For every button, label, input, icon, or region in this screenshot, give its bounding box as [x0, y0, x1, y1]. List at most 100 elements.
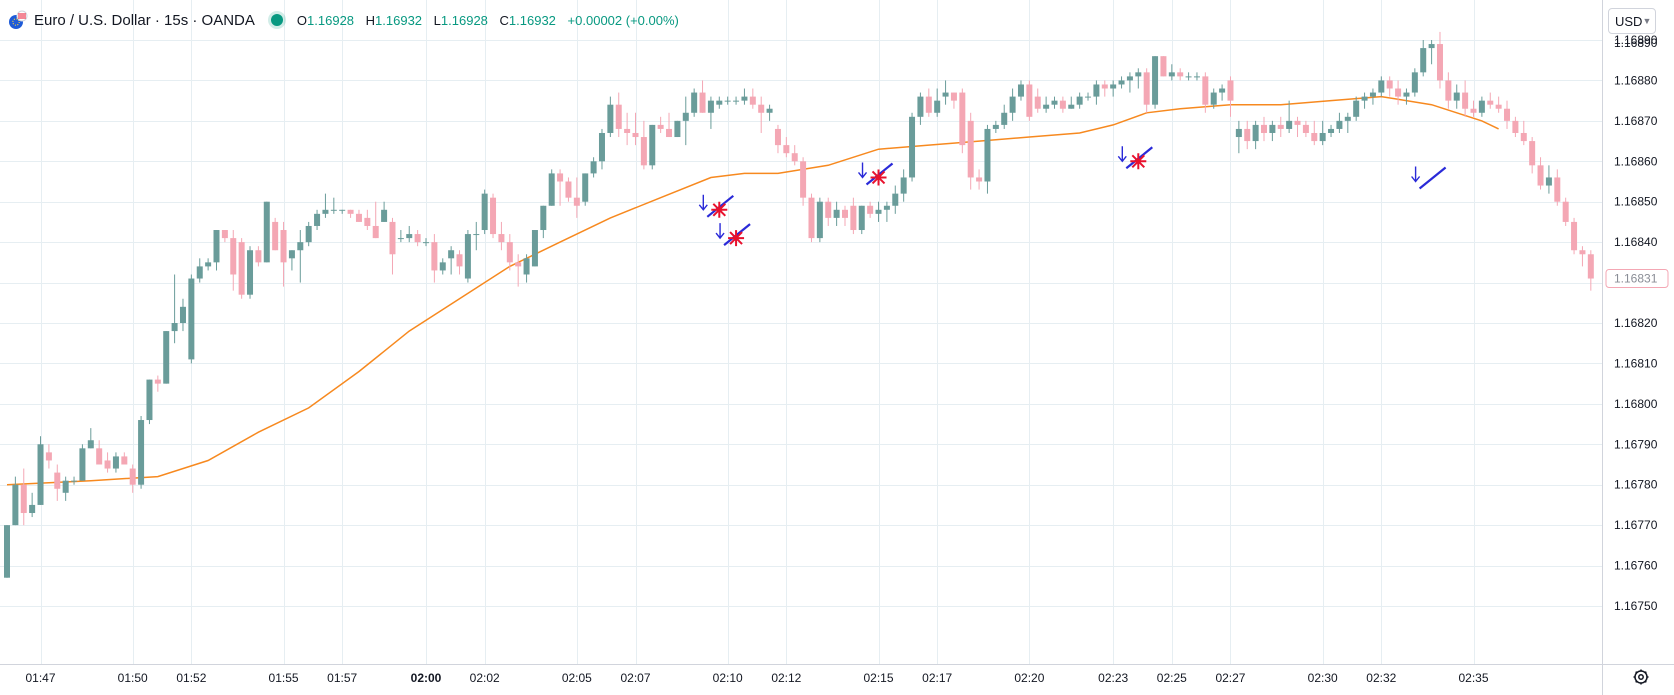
candle[interactable] — [1193, 72, 1200, 81]
candle[interactable] — [540, 205, 547, 239]
candle[interactable] — [724, 96, 731, 105]
candle[interactable] — [850, 197, 857, 235]
candle[interactable] — [1110, 80, 1117, 97]
candle[interactable] — [925, 88, 932, 117]
candle[interactable] — [1202, 72, 1209, 113]
candle[interactable] — [322, 193, 329, 218]
candle[interactable] — [297, 230, 304, 283]
candle[interactable] — [1487, 92, 1494, 109]
candle[interactable] — [1135, 68, 1142, 89]
candle[interactable] — [71, 476, 78, 485]
candle[interactable] — [1235, 120, 1242, 154]
candle[interactable] — [1261, 116, 1267, 142]
candle[interactable] — [1118, 76, 1125, 89]
candle[interactable] — [917, 92, 924, 125]
candle[interactable] — [1328, 124, 1335, 138]
candle[interactable] — [1143, 68, 1150, 113]
candle[interactable] — [1420, 40, 1427, 77]
candle[interactable] — [464, 230, 471, 283]
candle[interactable] — [473, 221, 480, 251]
candle[interactable] — [1210, 88, 1217, 109]
candle[interactable] — [741, 88, 748, 105]
candle[interactable] — [632, 112, 639, 146]
candle[interactable] — [314, 209, 321, 231]
gear-icon[interactable] — [1632, 668, 1650, 686]
candle[interactable] — [557, 169, 564, 206]
candle[interactable] — [515, 254, 522, 287]
candle[interactable] — [431, 234, 438, 283]
candle[interactable] — [1344, 112, 1351, 133]
candle[interactable] — [1277, 116, 1284, 138]
candle[interactable] — [355, 209, 362, 222]
candle[interactable] — [96, 440, 103, 465]
candle[interactable] — [749, 88, 756, 109]
candle[interactable] — [900, 169, 907, 202]
candle[interactable] — [816, 197, 823, 243]
candle[interactable] — [1453, 84, 1460, 109]
candle[interactable] — [389, 217, 396, 275]
candle[interactable] — [154, 375, 161, 392]
candle[interactable] — [79, 444, 86, 481]
candle[interactable] — [1587, 250, 1594, 291]
candle[interactable] — [1470, 100, 1477, 117]
candle[interactable] — [481, 189, 488, 235]
candle[interactable] — [1378, 76, 1385, 97]
candle[interactable] — [699, 80, 706, 113]
candle[interactable] — [1017, 80, 1024, 101]
candle[interactable] — [674, 120, 681, 138]
candle[interactable] — [1269, 120, 1276, 142]
candle[interactable] — [1219, 84, 1226, 101]
candle[interactable] — [1152, 56, 1159, 109]
candle[interactable] — [1445, 72, 1452, 109]
candle[interactable] — [29, 492, 36, 518]
candle[interactable] — [1185, 72, 1192, 81]
candle[interactable] — [984, 124, 991, 194]
currency-button[interactable]: USD ▼ — [1608, 8, 1656, 34]
candle[interactable] — [414, 230, 421, 247]
candle[interactable] — [54, 464, 61, 501]
candle[interactable] — [707, 96, 714, 129]
candle[interactable] — [121, 452, 128, 465]
candle[interactable] — [1562, 197, 1569, 226]
candle[interactable] — [230, 230, 237, 291]
candle[interactable] — [959, 88, 966, 154]
signal-marker[interactable] — [1411, 166, 1447, 190]
candle[interactable] — [666, 112, 673, 138]
candle[interactable] — [1336, 112, 1343, 133]
candle[interactable] — [1160, 56, 1167, 77]
candle[interactable] — [573, 177, 580, 218]
candle[interactable] — [1353, 96, 1360, 121]
candle[interactable] — [1101, 80, 1108, 97]
candle[interactable] — [1076, 92, 1083, 109]
candle[interactable] — [112, 452, 119, 473]
candle[interactable] — [1043, 96, 1050, 113]
candle[interactable] — [238, 238, 245, 299]
candle[interactable] — [1361, 92, 1368, 109]
signal-marker[interactable] — [1117, 146, 1153, 170]
candle[interactable] — [1126, 72, 1133, 93]
candle[interactable] — [1386, 76, 1393, 97]
candle[interactable] — [179, 298, 186, 332]
price-scale[interactable]: 1.16750 1.16760 1.16770 1.16780 1.16790 1.168… — [1605, 33, 1669, 613]
candle[interactable] — [1545, 165, 1552, 194]
candle[interactable] — [146, 379, 153, 425]
candle[interactable] — [1319, 120, 1326, 146]
candle[interactable] — [1529, 137, 1536, 174]
candle[interactable] — [649, 124, 656, 170]
candle[interactable] — [1227, 76, 1234, 117]
candle[interactable] — [305, 221, 312, 247]
candle[interactable] — [1302, 120, 1309, 138]
candle[interactable] — [4, 525, 10, 578]
candle[interactable] — [1034, 88, 1041, 113]
candle[interactable] — [62, 476, 69, 501]
candle[interactable] — [950, 92, 957, 109]
candle[interactable] — [909, 112, 916, 182]
candle[interactable] — [104, 452, 111, 473]
candle[interactable] — [1085, 92, 1092, 101]
candle[interactable] — [1537, 157, 1544, 190]
candle[interactable] — [590, 157, 597, 178]
candle[interactable] — [397, 230, 404, 243]
candle[interactable] — [1177, 68, 1184, 81]
candle[interactable] — [1504, 100, 1511, 129]
